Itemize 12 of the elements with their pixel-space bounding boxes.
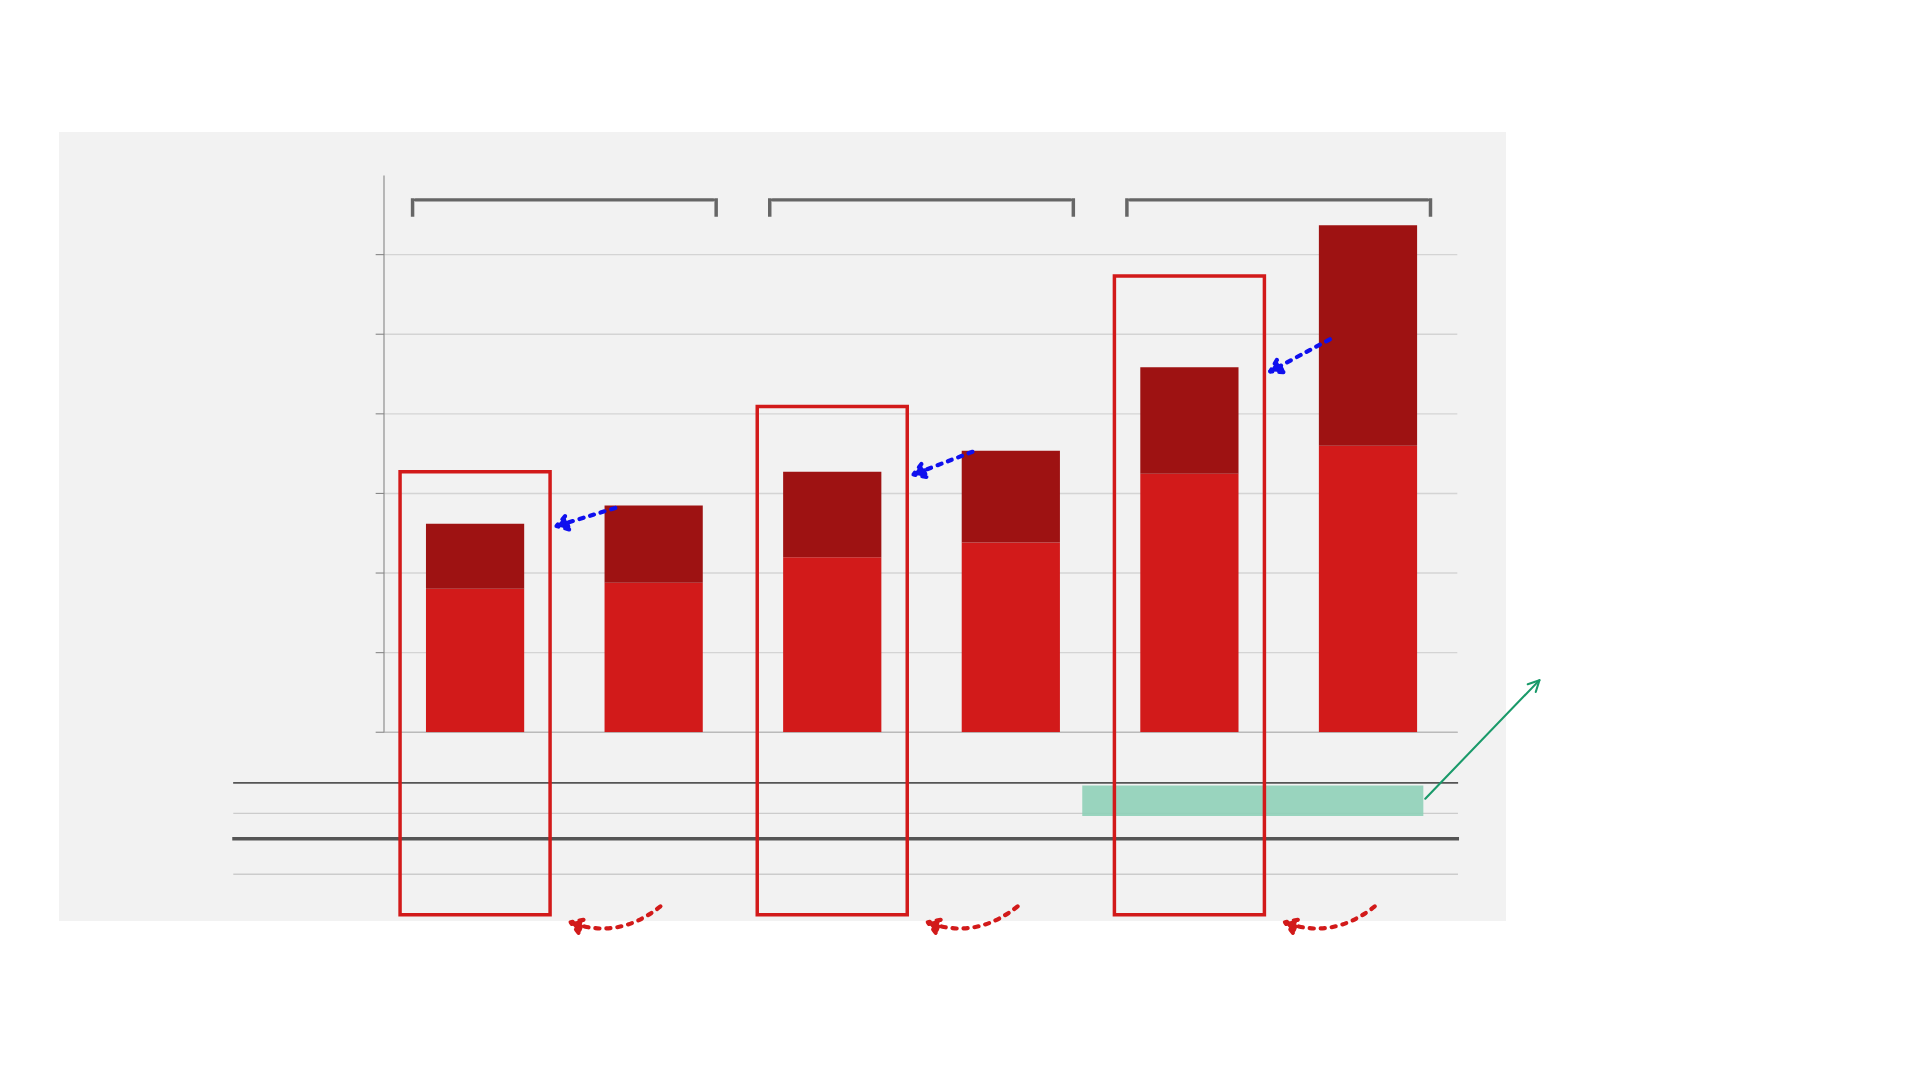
bar	[604, 582, 703, 733]
bar	[783, 557, 882, 733]
bar	[961, 450, 1060, 543]
bar	[783, 471, 882, 558]
bar	[604, 505, 703, 583]
bar	[425, 588, 525, 733]
bar	[425, 523, 525, 589]
bar	[1140, 367, 1239, 474]
bar	[1140, 473, 1239, 733]
bar	[961, 542, 1060, 733]
bar	[1318, 225, 1418, 446]
bar	[1318, 445, 1418, 733]
